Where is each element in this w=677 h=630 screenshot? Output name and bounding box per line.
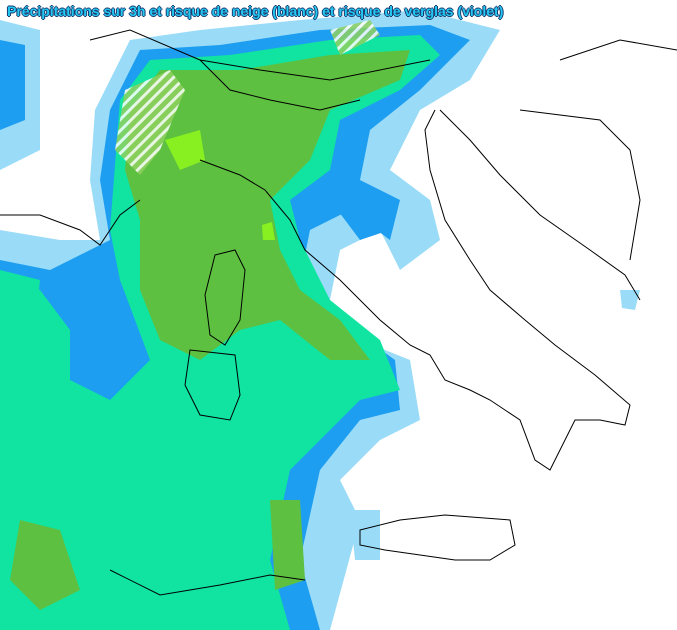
map-title: Précipitations sur 3h et risque de neige… xyxy=(7,3,504,19)
borders xyxy=(0,29,677,596)
precip-intense xyxy=(10,50,410,610)
precip-extreme xyxy=(165,130,275,240)
snow-risk xyxy=(115,20,380,175)
